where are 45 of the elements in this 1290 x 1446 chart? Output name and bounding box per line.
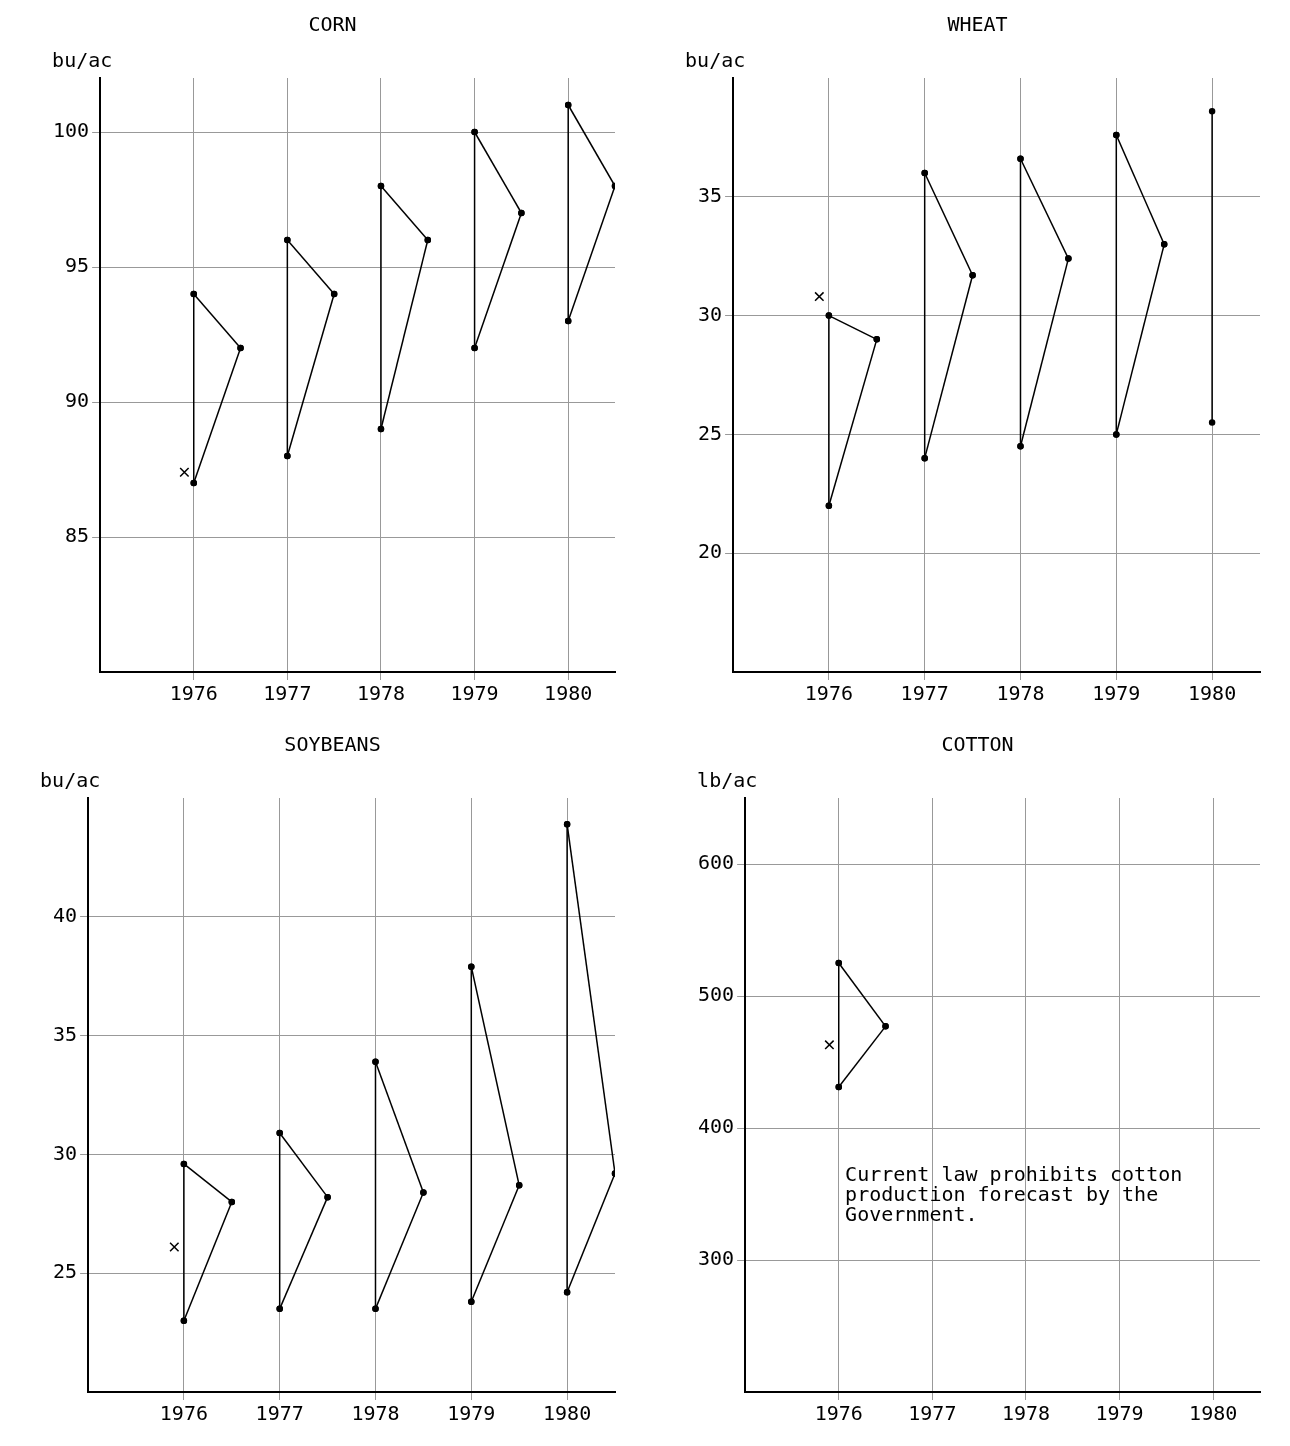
x-tick-label: 1976 [159,1401,208,1426]
y-tick-label: 300 [698,1246,735,1271]
chart-title: COTTON [941,732,1014,757]
y-tick-label: 600 [698,850,735,875]
y-tick-label: 30 [52,1140,78,1165]
x-tick-label: 1977 [900,681,949,706]
y-axis-title: bu/ac [685,48,746,73]
y-tick-label: 95 [65,253,90,278]
y-axis-title: lb/ac [697,768,758,793]
y-tick-label: 20 [697,539,723,564]
x-tick-label: 1976 [814,1401,863,1426]
x-tick-label: 1976 [804,681,853,706]
y-axis-title: bu/ac [52,48,113,73]
y-tick-label: 500 [698,982,735,1007]
chart-title: WHEAT [947,12,1008,37]
x-tick-label: 1980 [1189,1401,1238,1426]
x-tick-label: 1976 [169,681,218,706]
x-tick-label: 1977 [908,1401,957,1426]
x-tick-label: 1978 [356,681,406,706]
chart-title: CORN [308,12,357,37]
y-tick-label: 25 [52,1259,78,1284]
x-tick-label: 1978 [1001,1401,1051,1426]
chart-title: SOYBEANS [284,732,381,757]
x-tick-label: 1980 [544,681,593,706]
y-tick-label: 35 [52,1021,78,1046]
y-tick-label: 40 [52,903,78,927]
x-tick-label: 1978 [351,1401,400,1426]
x-tick-label: 1977 [263,681,312,706]
y-tick-label: 25 [697,420,723,445]
x-tick-label: 1979 [447,1401,496,1426]
x-tick-label: 1979 [450,681,499,706]
x-tick-label: 1979 [1092,681,1141,706]
y-tick-label: 90 [65,388,90,413]
annotation: Current law prohibits cotton production forecast by the Government. [845,1162,1183,1227]
y-axis-title: bu/ac [40,768,101,793]
y-tick-label: 85 [65,523,90,548]
y-tick-label: 35 [697,183,723,207]
y-tick-label: 30 [697,301,723,326]
x-tick-label: 1977 [255,1401,304,1426]
y-tick-label: 100 [53,118,90,143]
x-tick-label: 1978 [996,681,1045,706]
x-tick-label: 1980 [543,1401,592,1426]
y-tick-label: 400 [698,1114,735,1139]
x-tick-label: 1980 [1188,681,1237,706]
x-tick-label: 1979 [1095,1401,1144,1426]
